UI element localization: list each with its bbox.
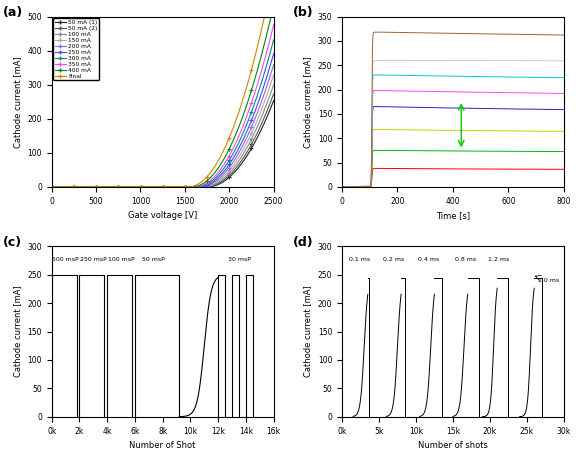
Text: (c): (c) [3,236,22,249]
Text: 1.2 ms: 1.2 ms [488,257,510,262]
Y-axis label: Cathode current [mA]: Cathode current [mA] [13,286,22,377]
Text: 0.4 ms: 0.4 ms [418,257,439,262]
Text: 500 msP: 500 msP [53,257,79,262]
Y-axis label: Cathode current [mA]: Cathode current [mA] [303,56,312,148]
Text: 250 msP: 250 msP [80,257,107,262]
Text: 0.8 ms: 0.8 ms [455,257,476,262]
Text: (b): (b) [293,6,314,19]
Y-axis label: Cathode current [mA]: Cathode current [mA] [13,56,22,148]
Legend: 50 mA (1), 50 mA (2), 100 mA, 150 mA, 200 mA, 250 mA, 300 mA, 350 mA, 400 mA, Fi: 50 mA (1), 50 mA (2), 100 mA, 150 mA, 20… [54,18,99,80]
X-axis label: Number of Shot: Number of Shot [129,441,196,450]
Text: 0.1 ms: 0.1 ms [349,257,370,262]
X-axis label: Number of shots: Number of shots [418,441,488,450]
Text: (d): (d) [293,236,314,249]
Text: (a): (a) [3,6,23,19]
Text: 1.0 ms: 1.0 ms [538,278,559,283]
X-axis label: Time [s]: Time [s] [436,211,470,220]
Text: 30 msP: 30 msP [228,257,251,262]
Text: 100 msP: 100 msP [108,257,135,262]
Y-axis label: Cathode current [mA]: Cathode current [mA] [303,286,312,377]
X-axis label: Gate voltage [V]: Gate voltage [V] [128,211,197,220]
Text: 50 msP: 50 msP [142,257,165,262]
Text: 0.2 ms: 0.2 ms [383,257,404,262]
